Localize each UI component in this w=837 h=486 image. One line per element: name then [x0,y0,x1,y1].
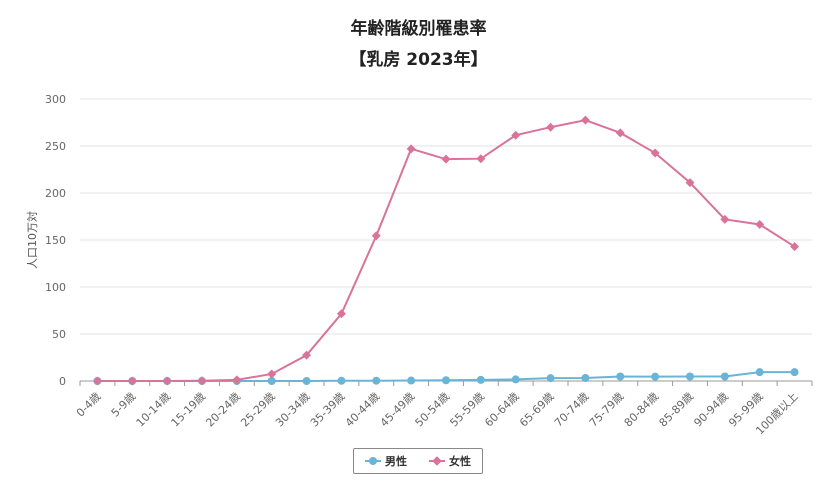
legend-swatch [365,457,381,465]
x-tick-label: 25-29歳 [238,390,278,430]
x-tick-label: 80-84歳 [622,390,662,430]
chart-title: 年齢階級別罹患率 [350,19,487,39]
chart-legend: 男性 女性 [353,448,483,474]
x-tick-label: 35-39歳 [308,390,348,430]
legend-label: 女性 [449,455,471,468]
data-point [546,374,555,383]
data-point [686,372,694,381]
x-tick-label: 30-34歳 [273,390,313,430]
data-point [476,375,485,384]
data-point [302,377,311,385]
y-tick-label: 250 [45,140,66,153]
legend-label: 男性 [385,455,407,468]
y-tick-label: 150 [45,234,66,247]
data-point [511,130,521,140]
legend-swatch [429,456,445,466]
data-point [197,376,207,386]
legend-item[interactable]: 女性 [429,453,471,469]
data-point [92,376,102,386]
x-tick-label: 40-44歳 [343,390,383,430]
data-point [790,242,800,252]
data-point [650,148,660,158]
x-tick-label: 15-19歳 [169,390,209,430]
x-tick-label: 5-9歳 [109,390,139,420]
data-point [720,372,729,381]
y-tick-label: 200 [45,187,66,200]
x-tick-label: 75-79歳 [587,390,627,430]
x-tick-label: 85-89歳 [657,390,697,430]
data-point [615,128,625,138]
y-tick-label: 0 [59,375,66,388]
data-point [790,368,799,377]
data-point [476,154,486,164]
data-point [685,178,695,188]
data-point [580,115,590,125]
data-point [372,376,381,385]
data-point [336,309,346,319]
x-tick-label: 45-49歳 [378,390,418,430]
x-tick-label: 0-4歳 [74,390,104,420]
data-point [720,214,730,224]
data-point [616,372,625,381]
y-axis-label: 人口10万対 [25,211,39,269]
x-tick-label: 70-74歳 [552,390,592,430]
chart-subtitle: 【乳房 2023年】 [349,50,488,70]
data-point [267,377,276,385]
data-point [127,376,137,386]
x-tick-label: 10-14歳 [134,390,174,430]
data-point [581,373,590,382]
data-point [371,231,381,241]
legend-item[interactable]: 男性 [365,453,407,469]
data-point [302,350,312,360]
data-point [511,375,520,384]
data-point [407,376,416,385]
data-point [337,376,346,385]
y-tick-label: 100 [45,281,66,294]
data-point [755,219,765,229]
x-tick-label: 60-64歳 [482,390,522,430]
y-tick-label: 50 [52,328,66,341]
data-point [406,144,416,154]
data-point [546,122,556,132]
y-tick-label: 300 [45,93,66,106]
data-point [755,368,764,377]
data-point [441,154,451,164]
data-point [651,372,660,381]
data-point [442,376,450,385]
x-tick-label: 65-69歳 [517,390,557,430]
x-tick-label: 20-24歳 [203,390,243,430]
data-point [267,369,277,379]
data-point [162,376,172,386]
x-tick-label: 55-59歳 [447,390,487,430]
x-tick-label: 90-94歳 [691,390,731,430]
x-tick-label: 50-54歳 [413,390,453,430]
data-point [232,375,242,385]
